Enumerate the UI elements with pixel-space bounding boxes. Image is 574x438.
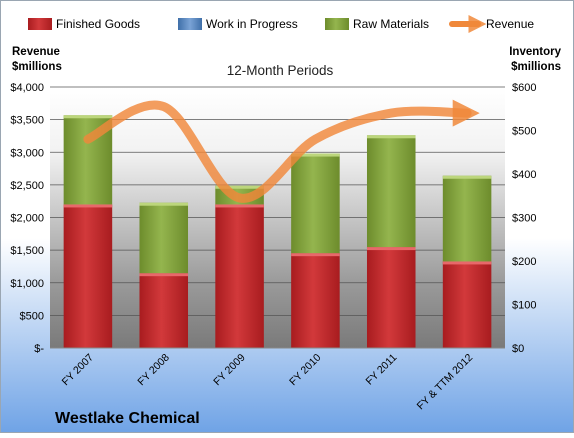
left-tick-label: $1,500	[10, 245, 44, 257]
bar-top-highlight	[366, 135, 416, 139]
left-tick-label: $-	[34, 343, 44, 355]
bar-top-highlight	[63, 204, 113, 208]
left-tick-label: $4,000	[10, 82, 44, 94]
bar-top-highlight	[442, 175, 492, 179]
right-tick-label: $100	[512, 300, 536, 312]
left-tick-label: $3,500	[10, 115, 44, 127]
left-tick-label: $500	[20, 310, 44, 322]
right-tick-label: $200	[512, 256, 536, 268]
legend-label: Work in Progress	[206, 17, 298, 31]
bar-raw-materials	[366, 135, 416, 248]
bar-finished-goods	[442, 261, 492, 348]
bar-top-highlight	[139, 273, 189, 277]
bar-top-highlight	[215, 204, 264, 208]
bar-finished-goods	[139, 273, 189, 348]
right-tick-label: $0	[512, 343, 524, 355]
left-tick-label: $3,000	[10, 147, 44, 159]
bar-top-highlight	[139, 202, 189, 206]
bars	[63, 115, 492, 348]
bar-finished-goods	[291, 253, 340, 348]
right-axis: $0 $100 $200 $300 $400 $500 $600	[512, 82, 536, 355]
legend-swatch	[325, 18, 349, 30]
right-axis-title-line2: $millions	[511, 61, 561, 73]
revenue-line-path	[83, 99, 480, 203]
left-axis-title-line1: Revenue	[12, 46, 60, 58]
right-tick-label: $600	[512, 82, 536, 94]
left-axis: $- $500 $1,000 $1,500 $2,000 $2,500 $3,000 $3,5…	[10, 82, 44, 355]
company-name: Westlake Chemical	[55, 410, 200, 427]
bar-top-highlight	[215, 185, 264, 189]
right-tick-label: $300	[512, 213, 536, 225]
chart-title: 12-Month Periods	[227, 63, 334, 78]
left-axis-title-line2: $millions	[12, 61, 62, 73]
legend: Finished Goods Work in Progress Raw Materi…	[28, 15, 534, 33]
revenue-line	[83, 99, 480, 203]
bar-top-highlight	[291, 153, 340, 157]
bar-top-highlight	[63, 115, 113, 119]
legend-swatch	[28, 18, 52, 30]
legend-label: Raw Materials	[353, 17, 429, 31]
left-tick-label: $1,000	[10, 278, 44, 290]
right-tick-label: $400	[512, 169, 536, 181]
left-tick-label: $2,000	[10, 213, 44, 225]
bar-top-highlight	[366, 247, 416, 251]
legend-label: Revenue	[486, 17, 534, 31]
bar-finished-goods	[215, 204, 264, 348]
legend-label: Finished Goods	[56, 17, 140, 31]
legend-swatch	[178, 18, 202, 30]
right-tick-label: $500	[512, 126, 536, 138]
bar-top-highlight	[442, 261, 492, 265]
bar-finished-goods	[366, 247, 416, 348]
bar-raw-materials	[291, 153, 340, 254]
left-tick-label: $2,500	[10, 180, 44, 192]
bar-raw-materials	[139, 202, 189, 274]
bar-top-highlight	[291, 253, 340, 257]
right-axis-title-line1: Inventory	[509, 46, 561, 58]
bar-finished-goods	[63, 204, 113, 348]
bar-raw-materials	[442, 175, 492, 262]
